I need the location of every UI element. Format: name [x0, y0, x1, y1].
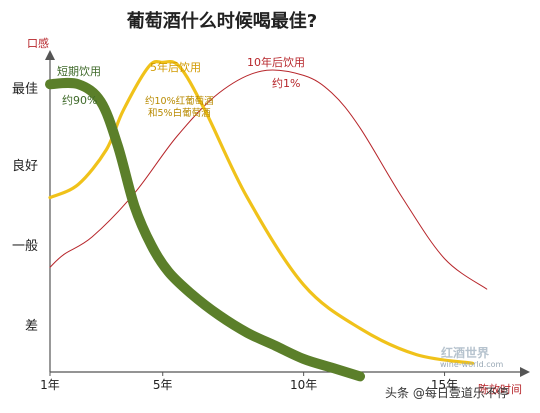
credit-text: 头条 @每日壹道乐不停 [385, 385, 509, 400]
x-tick-label: 5年 [153, 378, 173, 392]
x-tick-label: 15年 [431, 378, 458, 392]
y-ticks: 差 一般 良好 最佳 [12, 82, 38, 334]
y-tick-label: 差 [25, 319, 38, 334]
chart-title: 葡萄酒什么时候喝最佳? [126, 10, 317, 32]
y-tick-label: 良好 [12, 158, 38, 174]
annotation-5yr-label: 5年后饮用 [150, 60, 201, 74]
x-tick-label: 10年 [290, 378, 317, 392]
y-axis-title: 口感 [27, 37, 49, 50]
series-line-short-term [45, 77, 365, 382]
annotation-10yr-label: 10年后饮用 [247, 55, 305, 69]
y-tick-label: 最佳 [12, 82, 38, 97]
x-axis-arrow [520, 367, 530, 377]
y-tick-label: 一般 [12, 238, 38, 254]
watermark-logo: 红酒世界 [441, 345, 489, 360]
x-axis-title: 陈放时间 [478, 382, 522, 396]
annotation-10yr-pct: 约1% [272, 77, 300, 90]
x-ticks: 1年 5年 10年 15年 [40, 372, 458, 392]
series-lines [45, 59, 488, 382]
watermark-site: wine-world.com [440, 360, 504, 369]
annotation-short-term-pct: 约90% [62, 94, 97, 107]
annotation-short-term-label: 短期饮用 [57, 64, 101, 78]
x-tick-label: 1年 [40, 378, 60, 392]
series-line-5yr [48, 59, 475, 365]
annotation-5yr-white-pct: 和5%白葡萄酒 [148, 107, 211, 119]
series-line-10yr [49, 69, 488, 290]
y-axis-arrow [45, 50, 55, 60]
annotation-5yr-red-pct: 约10%红葡萄酒 [145, 95, 214, 107]
